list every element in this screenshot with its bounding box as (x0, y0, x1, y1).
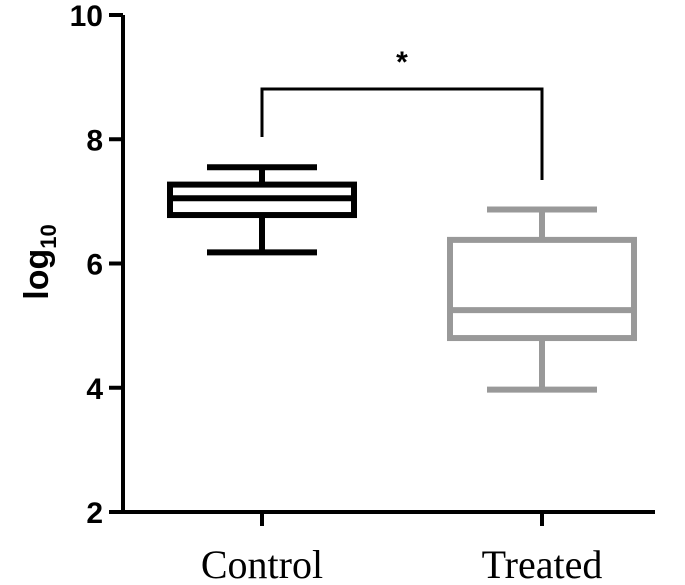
x-tick-label-control: Control (201, 542, 323, 585)
x-axis: Control Treated (121, 510, 655, 585)
y-tick-label-6: 6 (86, 249, 103, 282)
y-axis: 2 4 6 8 10 (70, 0, 125, 530)
x-tick-label-treated: Treated (482, 542, 603, 585)
box-control (167, 164, 357, 256)
significance-annotation: * (260, 46, 544, 180)
y-axis-label: log10 (18, 224, 61, 299)
y-axis-label-subscript: 10 (36, 224, 61, 248)
y-tick-label-10: 10 (70, 0, 103, 33)
box-treated (447, 206, 637, 393)
y-tick-label-2: 2 (86, 497, 103, 530)
y-axis-label-main: log (18, 249, 56, 300)
y-tick-label-8: 8 (86, 124, 103, 157)
box-iqr-treated (447, 236, 637, 342)
y-tick-label-4: 4 (86, 373, 103, 406)
boxes (167, 164, 637, 393)
significance-bracket (260, 87, 544, 180)
significance-label: * (396, 46, 408, 79)
